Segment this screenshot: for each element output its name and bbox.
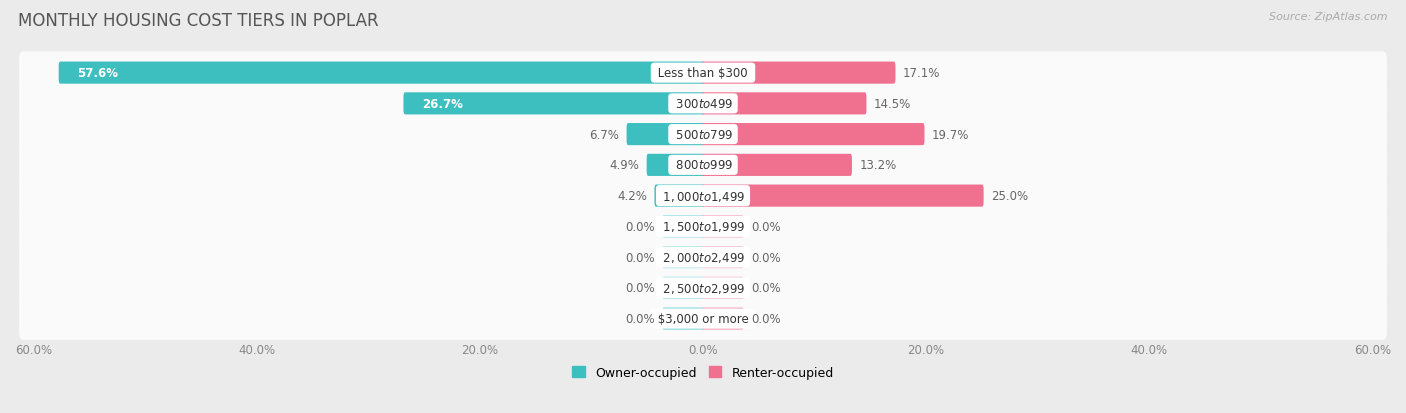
Text: 4.2%: 4.2% bbox=[617, 190, 647, 203]
Text: Less than $300: Less than $300 bbox=[654, 67, 752, 80]
FancyBboxPatch shape bbox=[20, 83, 1386, 125]
Text: $2,000 to $2,499: $2,000 to $2,499 bbox=[659, 251, 747, 264]
FancyBboxPatch shape bbox=[647, 154, 704, 176]
Text: 17.1%: 17.1% bbox=[903, 67, 941, 80]
FancyBboxPatch shape bbox=[662, 277, 704, 299]
Text: 0.0%: 0.0% bbox=[626, 251, 655, 264]
Text: 26.7%: 26.7% bbox=[422, 97, 463, 111]
FancyBboxPatch shape bbox=[59, 62, 704, 85]
Text: $800 to $999: $800 to $999 bbox=[672, 159, 734, 172]
FancyBboxPatch shape bbox=[20, 267, 1386, 309]
Text: 0.0%: 0.0% bbox=[626, 282, 655, 294]
FancyBboxPatch shape bbox=[702, 154, 852, 176]
FancyBboxPatch shape bbox=[702, 216, 744, 238]
Text: $3,000 or more: $3,000 or more bbox=[654, 312, 752, 325]
FancyBboxPatch shape bbox=[654, 185, 704, 207]
FancyBboxPatch shape bbox=[20, 144, 1386, 187]
FancyBboxPatch shape bbox=[702, 93, 866, 115]
Legend: Owner-occupied, Renter-occupied: Owner-occupied, Renter-occupied bbox=[568, 361, 838, 384]
Text: 14.5%: 14.5% bbox=[873, 97, 911, 111]
Text: $300 to $499: $300 to $499 bbox=[672, 97, 734, 111]
FancyBboxPatch shape bbox=[662, 247, 704, 268]
Text: 0.0%: 0.0% bbox=[751, 220, 780, 233]
Text: Source: ZipAtlas.com: Source: ZipAtlas.com bbox=[1270, 12, 1388, 22]
Text: 0.0%: 0.0% bbox=[751, 282, 780, 294]
FancyBboxPatch shape bbox=[20, 175, 1386, 217]
Text: 25.0%: 25.0% bbox=[991, 190, 1028, 203]
Text: 0.0%: 0.0% bbox=[626, 312, 655, 325]
FancyBboxPatch shape bbox=[702, 62, 896, 85]
Text: 0.0%: 0.0% bbox=[751, 312, 780, 325]
FancyBboxPatch shape bbox=[702, 247, 744, 268]
Text: 19.7%: 19.7% bbox=[932, 128, 969, 141]
FancyBboxPatch shape bbox=[20, 206, 1386, 248]
Text: 0.0%: 0.0% bbox=[751, 251, 780, 264]
FancyBboxPatch shape bbox=[404, 93, 704, 115]
Text: 57.6%: 57.6% bbox=[77, 67, 118, 80]
Text: 4.9%: 4.9% bbox=[610, 159, 640, 172]
Text: $1,500 to $1,999: $1,500 to $1,999 bbox=[659, 220, 747, 234]
FancyBboxPatch shape bbox=[20, 52, 1386, 95]
FancyBboxPatch shape bbox=[702, 277, 744, 299]
Text: 13.2%: 13.2% bbox=[859, 159, 897, 172]
Text: MONTHLY HOUSING COST TIERS IN POPLAR: MONTHLY HOUSING COST TIERS IN POPLAR bbox=[18, 12, 378, 30]
Text: $500 to $799: $500 to $799 bbox=[672, 128, 734, 141]
FancyBboxPatch shape bbox=[702, 308, 744, 330]
Text: 6.7%: 6.7% bbox=[589, 128, 619, 141]
FancyBboxPatch shape bbox=[702, 124, 925, 146]
Text: $2,500 to $2,999: $2,500 to $2,999 bbox=[659, 281, 747, 295]
FancyBboxPatch shape bbox=[20, 114, 1386, 156]
Text: 0.0%: 0.0% bbox=[626, 220, 655, 233]
FancyBboxPatch shape bbox=[662, 308, 704, 330]
FancyBboxPatch shape bbox=[20, 298, 1386, 340]
FancyBboxPatch shape bbox=[20, 236, 1386, 279]
FancyBboxPatch shape bbox=[627, 124, 704, 146]
Text: $1,000 to $1,499: $1,000 to $1,499 bbox=[659, 189, 747, 203]
FancyBboxPatch shape bbox=[702, 185, 984, 207]
FancyBboxPatch shape bbox=[662, 216, 704, 238]
